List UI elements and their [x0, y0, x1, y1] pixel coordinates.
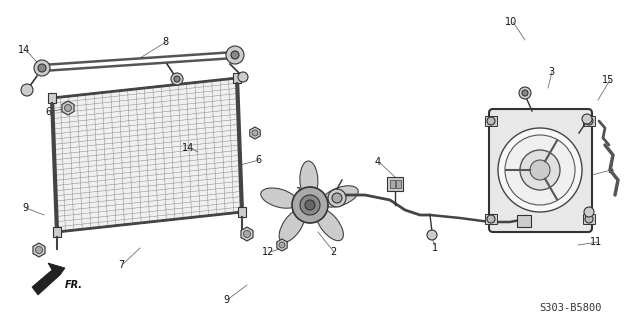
Text: S303-B5800: S303-B5800	[539, 303, 601, 313]
Circle shape	[38, 64, 46, 72]
Circle shape	[21, 84, 33, 96]
Polygon shape	[277, 239, 287, 251]
Polygon shape	[241, 227, 253, 241]
Circle shape	[34, 60, 50, 76]
FancyBboxPatch shape	[489, 109, 592, 232]
Bar	[238, 207, 246, 217]
Circle shape	[171, 73, 183, 85]
Ellipse shape	[322, 186, 358, 207]
Ellipse shape	[300, 161, 318, 199]
Text: 4: 4	[375, 157, 381, 167]
Text: 6: 6	[255, 155, 261, 165]
Bar	[517, 215, 531, 227]
Text: 15: 15	[602, 75, 614, 85]
Circle shape	[328, 189, 346, 207]
Ellipse shape	[316, 209, 344, 241]
Circle shape	[522, 90, 528, 96]
Bar	[583, 116, 595, 126]
Circle shape	[498, 128, 582, 212]
Circle shape	[530, 160, 550, 180]
Circle shape	[585, 215, 593, 223]
Bar	[485, 214, 497, 224]
Text: 5: 5	[607, 165, 613, 175]
Bar	[390, 180, 395, 188]
Circle shape	[231, 51, 239, 59]
Circle shape	[226, 46, 244, 64]
Text: 8: 8	[162, 37, 168, 47]
Text: 14: 14	[182, 143, 195, 153]
Circle shape	[585, 117, 593, 125]
Polygon shape	[33, 243, 45, 257]
Ellipse shape	[279, 209, 305, 242]
Circle shape	[35, 246, 42, 253]
Bar	[53, 227, 61, 237]
Polygon shape	[250, 127, 260, 139]
Text: 1: 1	[432, 243, 438, 253]
Bar	[48, 93, 56, 103]
Polygon shape	[52, 78, 242, 232]
Text: 13: 13	[296, 187, 308, 197]
Bar	[485, 116, 497, 126]
Circle shape	[292, 187, 328, 223]
Circle shape	[279, 242, 285, 248]
Circle shape	[300, 195, 320, 215]
Circle shape	[65, 105, 72, 111]
Text: FR.: FR.	[65, 280, 83, 290]
Circle shape	[487, 117, 495, 125]
Polygon shape	[32, 263, 65, 295]
Circle shape	[427, 230, 437, 240]
Text: 9: 9	[223, 295, 229, 305]
Circle shape	[582, 114, 592, 124]
Bar	[396, 180, 401, 188]
Text: 7: 7	[118, 260, 124, 270]
Text: 11: 11	[590, 237, 602, 247]
Circle shape	[238, 72, 248, 82]
Circle shape	[519, 87, 531, 99]
Circle shape	[584, 207, 594, 217]
Circle shape	[174, 76, 180, 82]
Circle shape	[520, 150, 560, 190]
Text: 6: 6	[45, 107, 51, 117]
Ellipse shape	[261, 188, 298, 208]
Bar	[387, 177, 403, 191]
Text: 9: 9	[22, 203, 28, 213]
Text: 10: 10	[505, 17, 517, 27]
Bar	[583, 214, 595, 224]
Polygon shape	[62, 101, 74, 115]
Bar	[233, 73, 241, 83]
Text: 12: 12	[262, 247, 275, 257]
Circle shape	[505, 135, 575, 205]
Circle shape	[305, 200, 315, 210]
Circle shape	[332, 193, 342, 203]
Circle shape	[487, 215, 495, 223]
Text: 3: 3	[548, 67, 554, 77]
Text: 2: 2	[330, 247, 336, 257]
Circle shape	[243, 230, 250, 237]
Circle shape	[252, 130, 258, 136]
Text: 14: 14	[18, 45, 30, 55]
